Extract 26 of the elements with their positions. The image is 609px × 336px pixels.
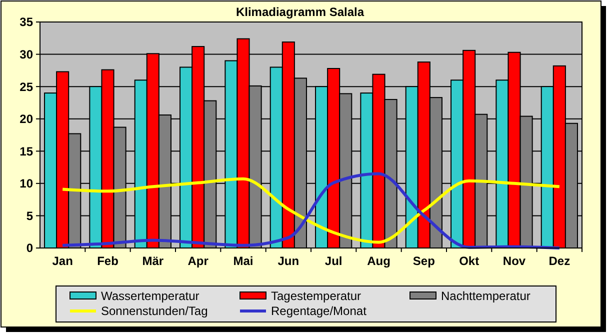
x-tick-label: Sep [412, 254, 435, 268]
x-tick-label: Mär [142, 254, 164, 268]
x-tick-label: Mai [233, 254, 254, 268]
y-tick-label: 15 [20, 144, 34, 158]
x-tick-label: Feb [97, 254, 118, 268]
y-tick-label: 0 [26, 241, 34, 256]
y-tick-label: 35 [20, 15, 34, 30]
y-tick-label: 20 [20, 112, 34, 126]
y-tick-label: 10 [20, 176, 34, 191]
legend-label: Sonnenstunden/Tag [101, 304, 208, 318]
x-tick-label: Jul [324, 254, 342, 268]
y-tick-label: 5 [26, 208, 34, 223]
x-tick-label: Aug [367, 254, 390, 268]
x-tick-label: Dez [548, 254, 570, 268]
legend-label: Tagestemperatur [271, 289, 362, 304]
x-tick-label: Okt [459, 254, 480, 268]
chart-title: Klimadiagramm Salala [236, 5, 364, 19]
legend-label: Wassertemperatur [101, 289, 200, 304]
legend-label: Nachttemperatur [441, 289, 530, 304]
y-tick-label: 30 [20, 47, 34, 62]
x-tick-label: Jun [278, 254, 300, 268]
y-tick-label: 25 [20, 80, 34, 94]
x-tick-label: Nov [502, 254, 526, 268]
x-tick-label: Jan [52, 254, 73, 268]
x-tick-label: Apr [188, 254, 209, 268]
legend-label: Regentage/Monat [271, 304, 368, 318]
